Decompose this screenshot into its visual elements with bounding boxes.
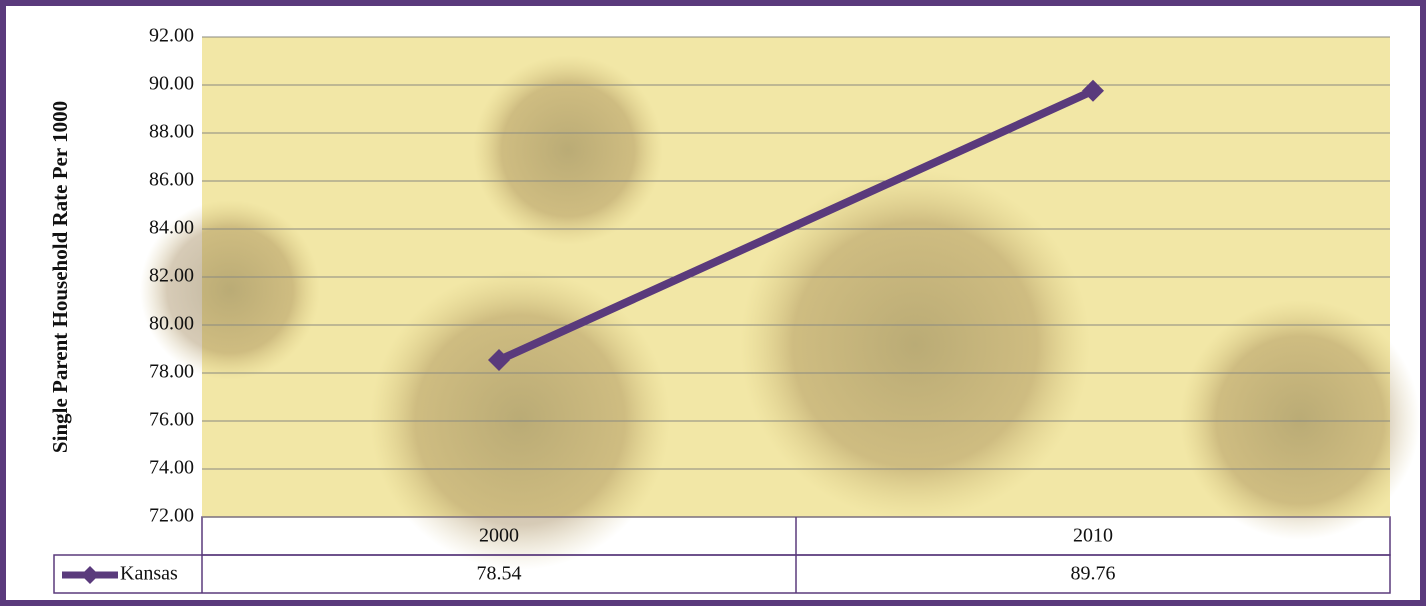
y-tick-label: 88.00 [149, 121, 194, 143]
y-tick-label: 78.00 [149, 361, 194, 383]
table-value-row [53, 554, 1391, 594]
y-tick-label: 86.00 [149, 169, 194, 191]
table-value: 89.76 [1071, 563, 1116, 585]
y-tick-label: 90.00 [149, 73, 194, 95]
marker [488, 349, 510, 372]
y-tick-label: 92.00 [149, 25, 194, 47]
y-axis-title: Single Parent Household Rate Per 1000 [48, 101, 72, 453]
y-tick-label: 82.00 [149, 265, 194, 287]
y-tick-label: 74.00 [149, 457, 194, 479]
y-tick-label: 80.00 [149, 313, 194, 335]
y-tick-label: 72.00 [149, 505, 194, 527]
background-decoration [140, 55, 1420, 570]
y-tick-label: 76.00 [149, 409, 194, 431]
series-line [497, 87, 1095, 364]
legend-label: Kansas [120, 563, 178, 585]
legend-marker [81, 566, 99, 584]
x-tick-label: 2000 [479, 525, 519, 547]
x-tick-label: 2010 [1073, 525, 1113, 547]
table-value: 78.54 [477, 563, 522, 585]
y-tick-label: 84.00 [149, 217, 194, 239]
marker [1082, 79, 1104, 102]
